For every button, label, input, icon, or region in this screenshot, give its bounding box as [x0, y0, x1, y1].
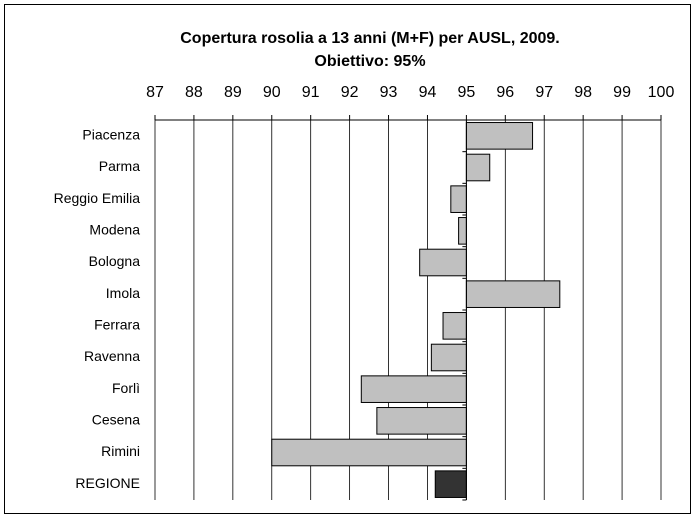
- y-tick-label: Forlì: [112, 380, 140, 396]
- y-tick-label: Ferrara: [94, 317, 140, 333]
- y-tick-label: Cesena: [92, 412, 140, 428]
- y-tick-label: Modena: [89, 222, 140, 238]
- bar: [434, 470, 467, 498]
- bar: [465, 153, 491, 182]
- bar: [271, 438, 467, 467]
- y-tick-label: Rimini: [101, 443, 140, 459]
- chart-subtitle: Obiettivo: 95%: [314, 53, 425, 70]
- bar: [430, 343, 467, 372]
- y-tick-label: Piacenza: [82, 127, 140, 143]
- x-tick-label: 94: [419, 84, 437, 101]
- y-tick-label: Imola: [106, 285, 140, 301]
- x-tick-label: 87: [146, 84, 164, 101]
- x-tick-label: 91: [302, 84, 320, 101]
- y-tick-label: Bologna: [89, 253, 141, 269]
- x-tick-label: 100: [648, 84, 675, 101]
- x-tick-label: 96: [496, 84, 514, 101]
- y-tick-label: REGIONE: [75, 475, 140, 491]
- x-tick-label: 95: [457, 84, 475, 101]
- x-tick-label: 90: [263, 84, 281, 101]
- bar: [419, 248, 467, 277]
- bar: [450, 185, 467, 213]
- chart-title: Copertura rosolia a 13 anni (M+F) per AU…: [180, 30, 560, 47]
- bar: [458, 217, 467, 245]
- x-tick-label: 88: [185, 84, 203, 101]
- x-tick-label: 98: [574, 84, 592, 101]
- y-tick-label: Reggio Emilia: [54, 190, 141, 206]
- chart-frame: [4, 4, 691, 514]
- x-tick-label: 92: [341, 84, 359, 101]
- x-tick-label: 97: [535, 84, 553, 101]
- bar: [376, 407, 467, 435]
- y-tick-label: Parma: [99, 158, 140, 174]
- x-tick-label: 89: [224, 84, 242, 101]
- bar: [360, 375, 467, 403]
- bar: [465, 122, 534, 150]
- x-tick-label: 99: [613, 84, 631, 101]
- bar: [442, 312, 467, 340]
- x-tick-label: 93: [380, 84, 398, 101]
- bar: [465, 280, 561, 308]
- y-tick-label: Ravenna: [84, 348, 140, 364]
